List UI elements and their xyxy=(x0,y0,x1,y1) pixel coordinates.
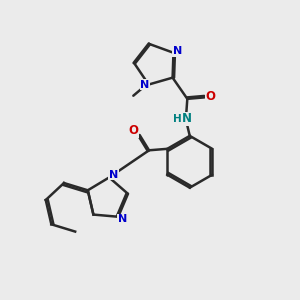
Text: N: N xyxy=(173,46,182,56)
Text: N: N xyxy=(118,214,127,224)
Text: N: N xyxy=(182,112,192,125)
Text: O: O xyxy=(129,124,139,137)
Text: O: O xyxy=(205,90,215,103)
Text: H: H xyxy=(173,114,182,124)
Text: N: N xyxy=(140,80,149,89)
Text: N: N xyxy=(109,169,118,179)
